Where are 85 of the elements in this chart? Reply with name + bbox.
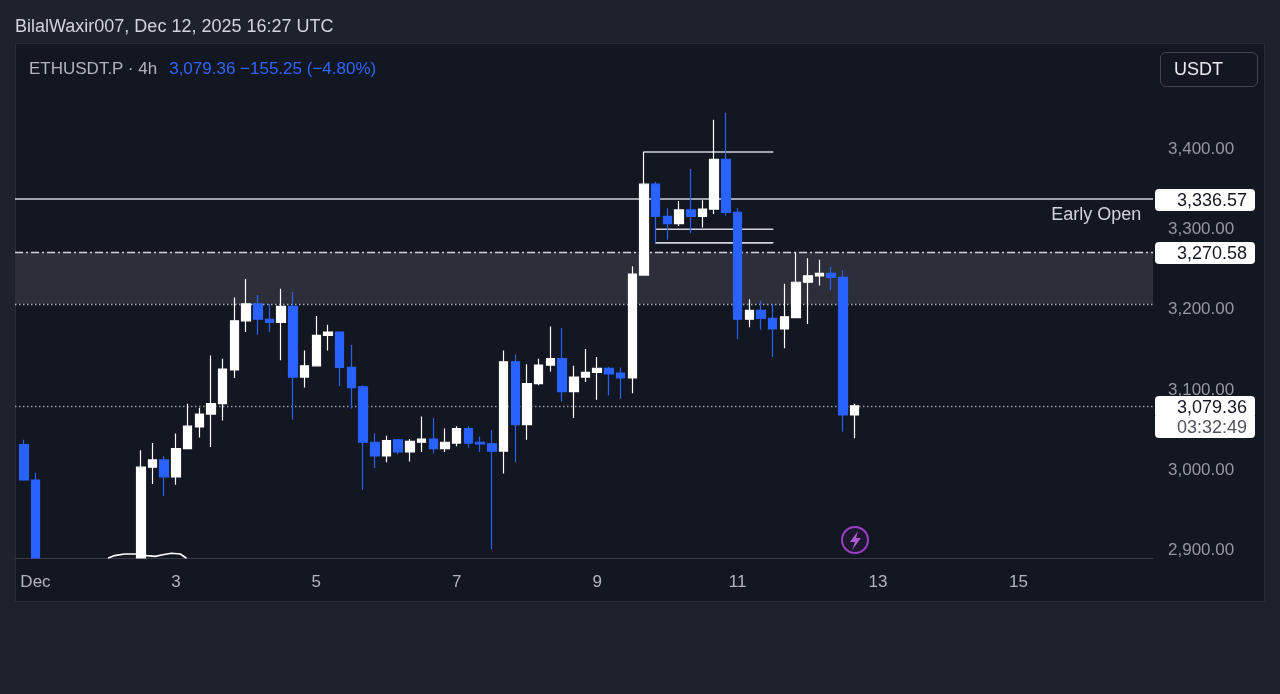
candlestick bbox=[673, 200, 685, 227]
candlestick bbox=[638, 151, 650, 276]
candlestick bbox=[334, 331, 345, 387]
y-axis-title: USDT bbox=[1160, 52, 1258, 87]
candlestick bbox=[346, 344, 357, 410]
candlestick bbox=[767, 303, 778, 358]
candlestick bbox=[182, 403, 193, 450]
candlestick bbox=[217, 358, 228, 422]
candlestick bbox=[732, 207, 743, 340]
x-tick-label: 5 bbox=[311, 572, 322, 591]
candlestick bbox=[381, 435, 392, 463]
candlestick bbox=[474, 436, 486, 453]
candlestick bbox=[755, 300, 767, 331]
candlestick bbox=[170, 432, 182, 486]
candlestick bbox=[556, 327, 568, 402]
y-tick-label: 3,200.00 bbox=[1168, 299, 1235, 319]
candlestick bbox=[615, 366, 626, 400]
candlestick bbox=[463, 425, 474, 449]
candlestick bbox=[264, 303, 275, 333]
y-tick-label: 3,000.00 bbox=[1168, 460, 1235, 480]
candlestick bbox=[650, 181, 661, 244]
candlestick bbox=[451, 425, 462, 447]
x-tick-label: 7 bbox=[452, 572, 462, 591]
candlestick bbox=[18, 439, 30, 482]
candlestick bbox=[369, 432, 381, 469]
candlestick bbox=[275, 288, 287, 361]
candlestick bbox=[662, 207, 673, 241]
candlestick bbox=[545, 325, 556, 373]
candlestick bbox=[568, 365, 580, 419]
candlestick bbox=[357, 384, 369, 491]
candlestick bbox=[252, 294, 264, 336]
ref-line-label: 3,270.58 bbox=[1155, 242, 1255, 265]
candlestick bbox=[322, 324, 334, 352]
candlestick bbox=[147, 442, 158, 485]
candlestick bbox=[697, 199, 708, 229]
candlestick bbox=[498, 349, 509, 475]
candlestick bbox=[194, 407, 205, 439]
candlestick bbox=[30, 472, 41, 559]
candlestick bbox=[287, 291, 299, 421]
text: ETHUSDT.P · 4h bbox=[29, 59, 158, 78]
ref-line-label: 3,079.36 bbox=[1155, 395, 1255, 418]
y-tick-label: 3,300.00 bbox=[1168, 218, 1235, 238]
x-tick-label: 3 bbox=[171, 572, 181, 591]
candlestick bbox=[205, 354, 217, 448]
text: BilalWaxir007, Dec 12, 2025 16:27 UTC bbox=[15, 16, 334, 37]
annotation: Early Open bbox=[1051, 203, 1142, 225]
candlestick bbox=[521, 363, 533, 441]
x-tick-label: 15 bbox=[1008, 572, 1028, 591]
candlestick bbox=[779, 283, 790, 349]
candlestick bbox=[825, 266, 837, 291]
candlestick bbox=[627, 265, 638, 394]
candlestick bbox=[404, 438, 416, 463]
y-tick-label: 3,400.00 bbox=[1168, 138, 1235, 158]
candlestick bbox=[510, 354, 521, 463]
text: 3,079.36 −155.25 (−4.80%) bbox=[169, 59, 377, 78]
candlestick bbox=[416, 415, 427, 453]
text: 03:32:49 bbox=[1155, 415, 1255, 438]
candlestick bbox=[591, 356, 603, 401]
candlestick bbox=[720, 112, 732, 217]
candlestick bbox=[428, 417, 439, 455]
y-tick-label: 2,900.00 bbox=[1168, 540, 1235, 560]
candlestick bbox=[486, 429, 498, 550]
candlestick bbox=[790, 251, 802, 319]
ref-line-label: 3,336.57 bbox=[1155, 188, 1255, 211]
candlestick bbox=[392, 438, 404, 455]
candlestick bbox=[533, 358, 544, 386]
x-tick-label: 13 bbox=[868, 572, 888, 591]
x-tick-label: Dec bbox=[20, 572, 52, 591]
candlestick bbox=[240, 278, 252, 333]
candlestick bbox=[299, 349, 310, 389]
candlestick bbox=[802, 257, 814, 325]
candlestick bbox=[311, 315, 322, 367]
candlestick bbox=[744, 298, 755, 328]
candlestick bbox=[229, 296, 240, 379]
candlestick bbox=[837, 269, 849, 433]
candlestick bbox=[849, 403, 860, 439]
candlestick bbox=[439, 427, 451, 453]
x-tick-label: 11 bbox=[728, 572, 747, 591]
candlestick bbox=[685, 168, 697, 234]
candlestick bbox=[580, 348, 591, 383]
candlestick bbox=[814, 259, 825, 287]
x-tick-label: 9 bbox=[592, 572, 602, 591]
candlestick bbox=[708, 119, 720, 215]
candlestick bbox=[603, 366, 615, 397]
candlestick bbox=[158, 455, 170, 497]
